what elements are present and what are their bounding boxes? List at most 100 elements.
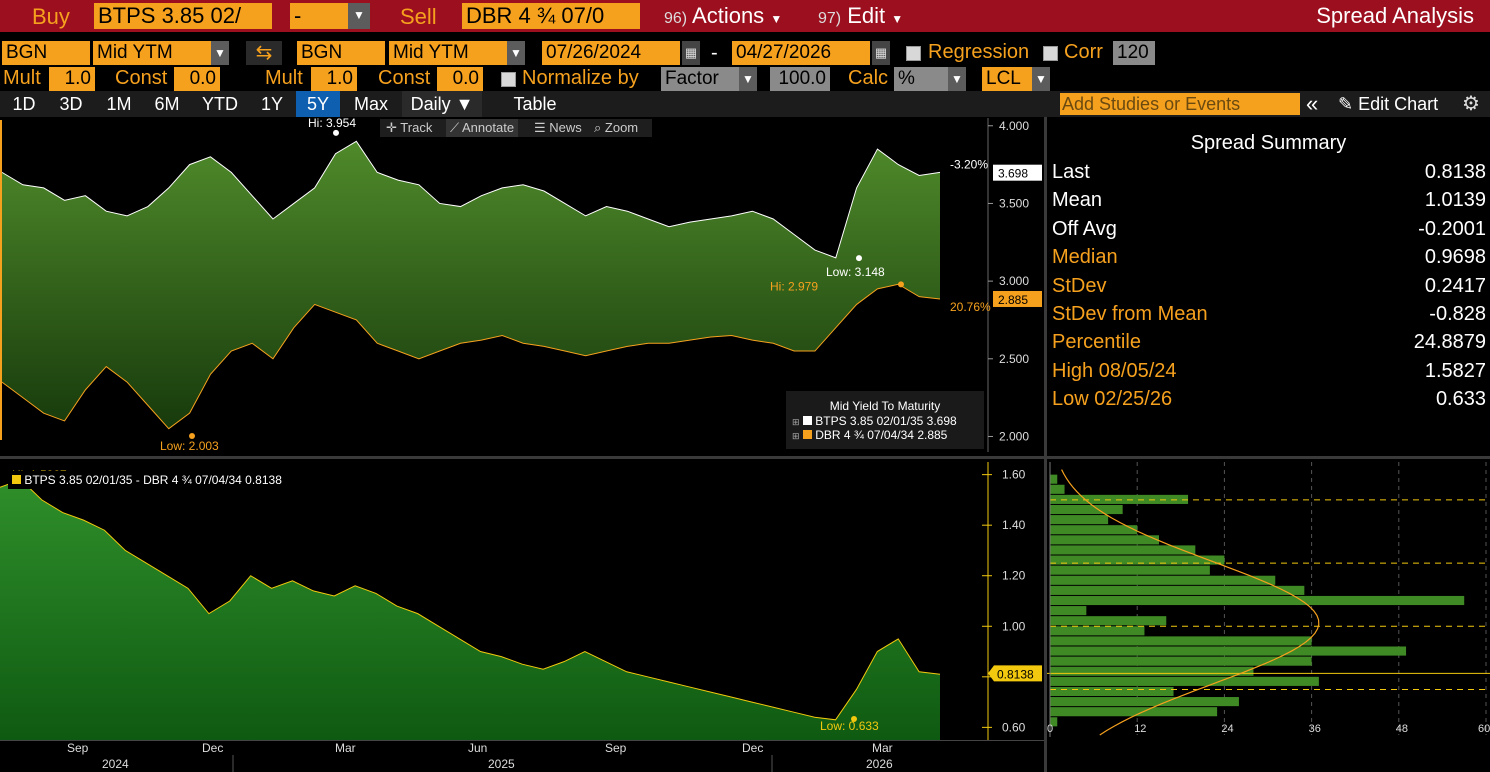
y-tick-label: 4.000 <box>999 119 1029 133</box>
normalize-value-field[interactable]: 100.0 <box>770 67 830 91</box>
period-button-max[interactable]: Max <box>353 94 388 114</box>
period-button-1m[interactable]: 1M <box>106 94 132 114</box>
mult2-field[interactable]: 1.0 <box>311 67 357 91</box>
table-button[interactable]: Table <box>513 94 557 114</box>
period-button-5y[interactable]: 5Y <box>296 91 340 117</box>
summary-value: 1.5827 <box>1424 359 1486 382</box>
hist-tick-label: 0 <box>1047 723 1053 735</box>
start-date-field[interactable]: 07/26/2024 <box>542 41 680 65</box>
dash-select[interactable]: - <box>290 3 348 29</box>
chevron-down-icon[interactable]: ▼ <box>739 67 757 91</box>
expand-icon[interactable]: ⊞ <box>792 417 800 427</box>
chevron-down-icon[interactable]: ▼ <box>507 41 525 65</box>
y-tick-label: 0.60 <box>1002 720 1026 734</box>
x-tick-label: Dec <box>202 741 223 755</box>
frequency-select[interactable]: Daily ▼ <box>402 91 482 117</box>
low-annotation: Low: 0.633 <box>820 719 879 733</box>
page-title: Spread Analysis <box>1316 3 1474 28</box>
spread-chart: 1.601.401.201.000.800.600.8138Hi: 1.5827… <box>0 462 1042 740</box>
histogram-bar <box>1050 535 1159 545</box>
track-tool[interactable]: ✛ Track <box>386 119 432 137</box>
normalize-checkbox[interactable] <box>501 72 516 87</box>
swap-icon[interactable]: ⇆ <box>246 41 282 65</box>
chevron-down-icon[interactable]: ▼ <box>211 41 229 65</box>
const2-field[interactable]: 0.0 <box>437 67 483 91</box>
btps-change-label: -3.20% <box>950 158 988 172</box>
calendar-icon[interactable]: ▦ <box>872 41 890 65</box>
regression-label: Regression <box>928 41 1030 63</box>
y-tick-label: 1.40 <box>1002 518 1026 532</box>
btps-last-value: 3.698 <box>998 167 1028 181</box>
y-tick-label: 3.000 <box>999 274 1029 288</box>
gear-icon[interactable]: ⚙ <box>1462 93 1480 115</box>
summary-value: 1.0139 <box>1424 189 1486 212</box>
horizontal-divider[interactable] <box>0 456 1044 459</box>
period-button-3d[interactable]: 3D <box>59 94 83 114</box>
period-button-ytd[interactable]: YTD <box>202 94 238 114</box>
edit-menu[interactable]: 97) Edit ▼ <box>818 3 903 29</box>
histogram-bar <box>1050 474 1058 484</box>
expand-icon[interactable]: ⊞ <box>792 431 800 441</box>
add-studies-input[interactable]: Add Studies or Events <box>1060 93 1300 115</box>
left-edge-marker <box>0 120 2 440</box>
source2-field[interactable]: BGN <box>297 41 385 65</box>
field1-select[interactable]: Mid YTM <box>93 41 211 65</box>
histogram-bar <box>1050 666 1254 676</box>
sell-security-field[interactable]: DBR 4 ¾ 07/0 <box>462 3 640 29</box>
corr-label: Corr <box>1064 41 1103 63</box>
actions-menu-label: Actions <box>692 3 765 28</box>
summary-value: 24.8879 <box>1413 331 1486 354</box>
actions-menu[interactable]: 96) Actions ▼ <box>664 3 782 29</box>
news-tool[interactable]: ☰ News <box>534 119 582 137</box>
histogram-bar <box>1050 515 1109 525</box>
horizontal-divider-right <box>1047 456 1490 459</box>
legend-swatch <box>802 416 812 425</box>
low-marker <box>856 255 862 262</box>
summary-title: Spread Summary <box>1190 132 1347 154</box>
source1-field[interactable]: BGN <box>2 41 90 65</box>
dbr-last-badge <box>993 290 1042 307</box>
currency-select[interactable]: LCL <box>982 67 1032 91</box>
buy-security-field[interactable]: BTPS 3.85 02/ <box>94 3 272 29</box>
edit-chart-button[interactable]: ✎ Edit Chart <box>1338 91 1438 117</box>
crosshair-icon: ✛ <box>386 120 397 135</box>
field2-select[interactable]: Mid YTM <box>389 41 507 65</box>
period-button-1y[interactable]: 1Y <box>260 94 284 114</box>
summary-value: 0.633 <box>1435 388 1486 411</box>
x-axis-line <box>0 740 1044 741</box>
const1-field[interactable]: 0.0 <box>174 67 220 91</box>
y-tick-label: 1.60 <box>1002 468 1026 482</box>
chevron-down-icon[interactable]: ▼ <box>1032 67 1050 91</box>
year-label: 2026 <box>866 757 893 771</box>
summary-label: StDev <box>1052 274 1107 297</box>
actions-number: 96) <box>664 10 688 27</box>
vertical-divider[interactable] <box>1044 117 1047 772</box>
histogram-bar <box>1050 636 1312 646</box>
mult1-field[interactable]: 1.0 <box>49 67 95 91</box>
y-tick-label: 2.000 <box>999 429 1029 443</box>
histogram-bar <box>1050 484 1065 494</box>
corr-checkbox[interactable] <box>1043 46 1058 61</box>
low-marker <box>851 716 857 723</box>
y-tick-label: 2.500 <box>999 352 1029 366</box>
histogram-bar <box>1050 606 1087 616</box>
corr-window-field[interactable]: 120 <box>1113 41 1155 65</box>
collapse-icon[interactable]: « <box>1306 91 1319 116</box>
legend-swatch <box>802 430 812 439</box>
calc-select[interactable]: % <box>894 67 948 91</box>
end-date-field[interactable]: 04/27/2026 <box>732 41 870 65</box>
histogram-bar <box>1050 565 1210 575</box>
spread-histogram: 0 12 24 36 48 60 <box>1047 462 1490 737</box>
const1-label: Const <box>115 67 168 89</box>
chevron-down-icon[interactable]: ▼ <box>948 67 966 91</box>
year-label: 2024 <box>102 757 129 771</box>
period-button-1d[interactable]: 1D <box>12 94 36 114</box>
zoom-tool[interactable]: ⌕ Zoom <box>594 119 638 137</box>
dbr-yield-line <box>1 283 941 430</box>
annotate-tool[interactable]: ⟋ Annotate <box>446 119 519 137</box>
chevron-down-icon[interactable]: ▼ <box>348 3 370 29</box>
regression-checkbox[interactable] <box>906 46 921 61</box>
normalize-select[interactable]: Factor <box>661 67 739 91</box>
period-button-6m[interactable]: 6M <box>154 94 180 114</box>
calendar-icon[interactable]: ▦ <box>682 41 700 65</box>
